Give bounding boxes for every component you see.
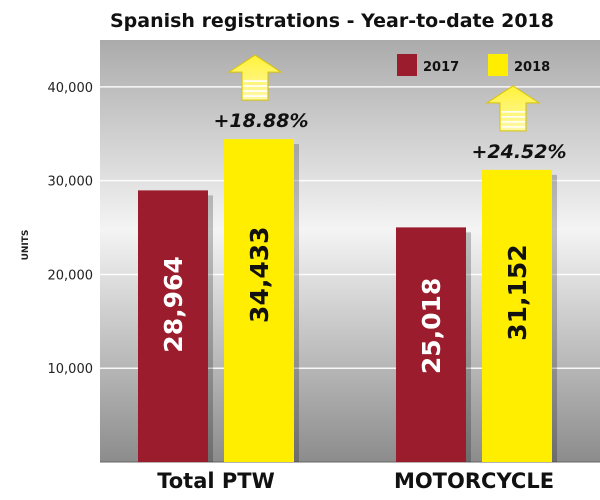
- y-tick-label: 40,000: [48, 81, 94, 96]
- legend-label-2018: 2018: [514, 60, 550, 75]
- legend-swatch-2018: [488, 54, 508, 76]
- chart-title: Spanish registrations - Year-to-date 201…: [110, 10, 554, 32]
- bar-2018: [224, 139, 294, 462]
- y-tick-label: 20,000: [48, 268, 94, 283]
- bar-2017: [138, 190, 208, 462]
- y-tick-label: 10,000: [48, 362, 94, 377]
- legend: 2017 2018: [397, 54, 550, 76]
- bar-value-label: 28,964: [159, 256, 188, 352]
- up-arrow-icon: [227, 54, 283, 101]
- y-tick-label: 30,000: [48, 175, 94, 190]
- y-axis-label: UNITS: [21, 230, 31, 261]
- x-category-label: Total PTW: [157, 469, 275, 493]
- x-category-label: MOTORCYCLE: [394, 469, 554, 493]
- bar-2018: [482, 169, 552, 462]
- growth-label: +24.52%: [471, 141, 566, 163]
- bar-value-label: 25,018: [417, 278, 446, 374]
- bar-2017: [396, 227, 466, 462]
- growth-label: +18.88%: [213, 110, 308, 132]
- legend-label-2017: 2017: [423, 60, 459, 75]
- legend-swatch-2017: [397, 54, 417, 76]
- bar-value-label: 34,433: [245, 226, 274, 322]
- up-arrow-icon: [485, 85, 541, 132]
- bar-value-label: 31,152: [503, 244, 532, 340]
